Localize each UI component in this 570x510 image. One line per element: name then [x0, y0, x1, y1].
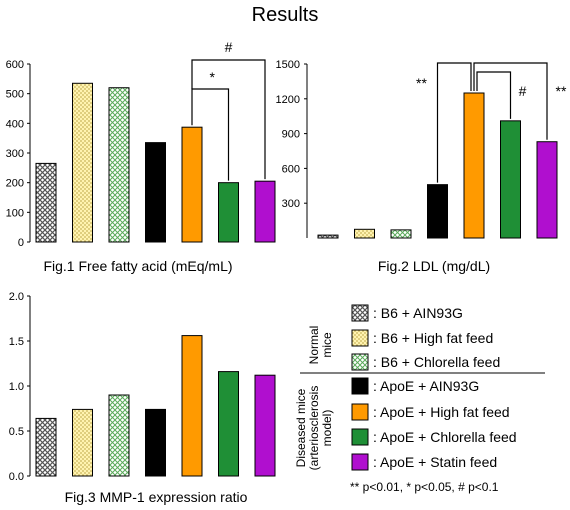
- y-tick-label: 600: [282, 163, 300, 175]
- bar-apoe-ain93g: [145, 142, 166, 243]
- legend-item-apoe-statin: : ApoE + Statin feed: [351, 453, 497, 471]
- legend-items: : B6 + AIN93G : B6 + High fat feed : B6 + …: [351, 304, 517, 471]
- y-tick-label: 1.5: [9, 336, 24, 348]
- legend-group-normal-line1: Normal: [307, 326, 321, 365]
- significance-bracket: [191, 88, 230, 181]
- y-tick-label: 600: [6, 59, 24, 71]
- bar-apoe-ain93g: [145, 408, 166, 477]
- bar-apoe-statin: [254, 180, 276, 243]
- bar-b6-ain93g: [317, 234, 339, 239]
- significance-label: #: [225, 39, 233, 55]
- bar-b6-highfat: [354, 228, 375, 239]
- legend-item-apoe-ain93g: : ApoE + AIN93G: [351, 377, 479, 395]
- legend-group-diseased: Diseased mice (arteriosclerosis model): [294, 386, 334, 471]
- legend: Normal mice Diseased mice (arteriosclero…: [294, 304, 545, 494]
- bar-apoe-chlorella: [500, 120, 521, 239]
- bar-apoe-highfat: [181, 335, 203, 477]
- legend-swatch: [351, 377, 369, 395]
- y-tick-label: 300: [6, 148, 24, 160]
- chart-1: 0 100 200 300 400 500 600 Fig.1 Free fatty acid…: [6, 39, 276, 274]
- y-tick-label: 400: [6, 118, 24, 130]
- y-tick-label: 0.0: [9, 471, 24, 483]
- legend-item-b6-ain93g: : B6 + AIN93G: [351, 304, 463, 322]
- significance-bracket: [476, 71, 512, 119]
- chart-3: 0.0 0.5 1.0 1.5 2.0 Fig.3 MMP-1 expression ra…: [9, 291, 276, 505]
- y-tick-label: 500: [6, 89, 24, 101]
- legend-label: : ApoE + AIN93G: [373, 378, 479, 394]
- y-tick-label: 1200: [276, 94, 300, 106]
- y-tick-label: 0.5: [9, 426, 24, 438]
- bar-b6-ain93g: [35, 417, 57, 477]
- legend-group-diseased-line1: Diseased mice: [294, 388, 308, 467]
- bar-apoe-highfat: [181, 126, 203, 243]
- chart-title: Fig.2 LDL (mg/dL): [378, 258, 490, 274]
- legend-swatch: [351, 403, 369, 421]
- legend-swatch: [351, 428, 369, 446]
- y-tick-label: 900: [282, 129, 300, 141]
- bar-b6-chlorella: [108, 87, 130, 243]
- significance-label: **: [416, 75, 427, 91]
- legend-group-diseased-line2: (arteriosclerosis: [307, 386, 321, 471]
- legend-footnote: ** p<0.01, * p<0.05, # p<0.1: [350, 480, 499, 494]
- bar-b6-ain93g: [35, 162, 57, 243]
- legend-item-apoe-chlorella: : ApoE + Chlorella feed: [351, 428, 517, 446]
- bar-apoe-chlorella: [218, 371, 239, 477]
- bar-apoe-statin: [254, 374, 276, 477]
- significance-label: **: [556, 83, 567, 99]
- y-tick-label: 1.0: [9, 381, 24, 393]
- legend-item-b6-chlorella: : B6 + Chlorella feed: [351, 353, 500, 371]
- legend-swatch: [351, 453, 369, 471]
- significance-bracket: [191, 59, 266, 180]
- bar-apoe-ain93g: [427, 184, 448, 239]
- legend-swatch: [351, 353, 369, 371]
- significance-bracket: [473, 62, 548, 140]
- legend-item-apoe-highfat: : ApoE + High fat feed: [351, 403, 510, 421]
- bar-apoe-statin: [536, 141, 558, 239]
- bar-b6-chlorella: [390, 229, 412, 239]
- charts-layer: 0 100 200 300 400 500 600 Fig.1 Free fatty acid…: [6, 39, 567, 505]
- bar-b6-highfat: [72, 82, 93, 243]
- bar-b6-chlorella: [108, 394, 130, 477]
- y-tick-label: 1500: [276, 59, 300, 71]
- y-tick-label: 300: [282, 198, 300, 210]
- legend-swatch: [351, 329, 369, 347]
- y-tick-label: 2.0: [9, 291, 24, 303]
- chart-2: 300 600 900 1200 1500 Fig.2 LDL (mg/dL) ** # **: [276, 59, 567, 274]
- legend-label: : ApoE + Chlorella feed: [373, 429, 517, 445]
- legend-item-b6-highfat: : B6 + High fat feed: [351, 329, 493, 347]
- chart-title: Fig.3 MMP-1 expression ratio: [65, 489, 248, 505]
- legend-label: : B6 + AIN93G: [373, 305, 463, 321]
- y-tick-label: 0: [18, 237, 24, 249]
- legend-label: : ApoE + Statin feed: [373, 454, 497, 470]
- legend-group-diseased-line3: model): [320, 410, 334, 447]
- bar-apoe-chlorella: [218, 182, 239, 243]
- chart-title: Fig.1 Free fatty acid (mEq/mL): [43, 258, 232, 274]
- significance-label: #: [519, 83, 527, 99]
- legend-label: : ApoE + High fat feed: [373, 404, 510, 420]
- legend-swatch: [351, 304, 369, 322]
- legend-group-normal: Normal mice: [307, 326, 334, 365]
- legend-label: : B6 + Chlorella feed: [373, 354, 500, 370]
- bar-apoe-highfat: [463, 92, 485, 239]
- y-tick-label: 100: [6, 207, 24, 219]
- significance-bracket: [436, 62, 472, 183]
- legend-label: : B6 + High fat feed: [373, 330, 493, 346]
- page-title: Results: [251, 4, 319, 26]
- legend-group-normal-line2: mice: [320, 332, 334, 358]
- significance-label: *: [210, 69, 216, 85]
- y-tick-label: 200: [6, 178, 24, 190]
- bar-b6-highfat: [72, 408, 93, 477]
